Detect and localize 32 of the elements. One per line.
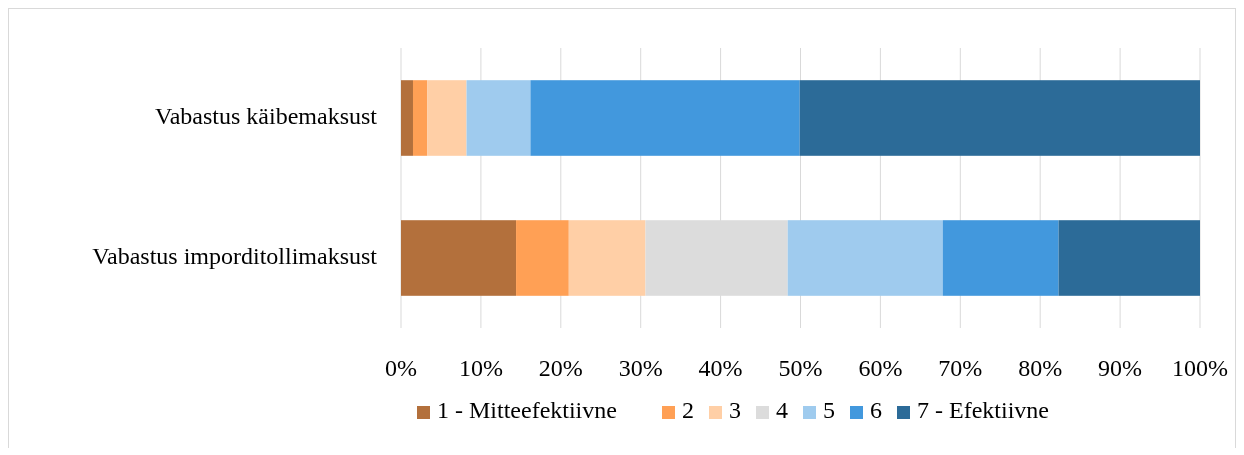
x-tick-label: 100% <box>1172 355 1228 381</box>
y-tick-label: Vabastus imporditollimaksust <box>92 242 378 269</box>
x-tick-label: 50% <box>778 355 823 381</box>
legend-label: 1 - Mitteefektiivne <box>437 397 617 423</box>
bar <box>530 80 800 156</box>
x-tick-label: 0% <box>385 355 417 381</box>
bar <box>466 80 531 156</box>
x-tick-label: 80% <box>1018 355 1063 381</box>
x-tick-label: 10% <box>458 355 503 381</box>
bar <box>942 220 1059 296</box>
x-tick-label: 40% <box>698 355 743 381</box>
x-tick-label: 70% <box>938 355 983 381</box>
y-tick-label: Vabastus käibemaksust <box>155 102 378 129</box>
bar <box>568 220 646 296</box>
bar <box>412 80 428 156</box>
bar <box>787 220 943 296</box>
bar <box>516 220 569 296</box>
x-tick-label: 30% <box>618 355 663 381</box>
bar <box>1058 220 1200 296</box>
x-tick-label: 20% <box>538 355 583 381</box>
x-tick-label: 60% <box>858 355 903 381</box>
legend-label: 4 <box>776 397 788 423</box>
bar <box>427 80 467 156</box>
legend-label: 3 <box>729 397 741 423</box>
legend-label: 2 <box>682 397 694 423</box>
legend-label: 7 - Efektiivne <box>917 397 1049 423</box>
bar <box>799 80 1200 156</box>
bar <box>401 220 517 296</box>
legend-label: 5 <box>823 397 835 423</box>
x-tick-label: 90% <box>1098 355 1143 381</box>
legend-label: 6 <box>870 397 882 423</box>
bar <box>401 80 413 156</box>
